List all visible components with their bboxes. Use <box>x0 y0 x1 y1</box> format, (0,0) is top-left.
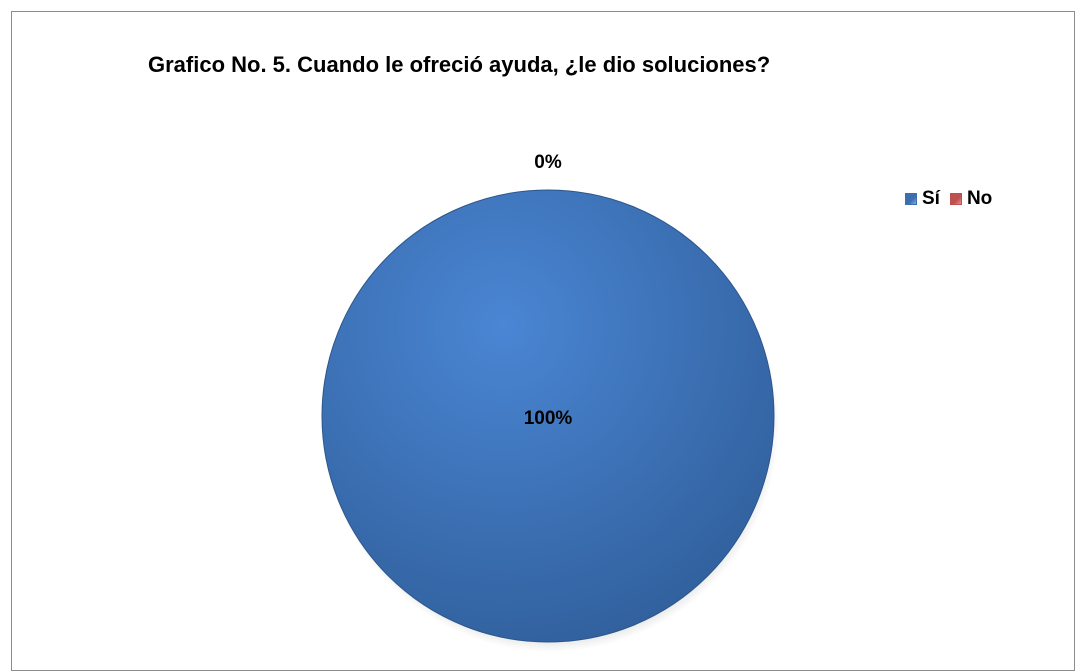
legend-label-no: No <box>966 188 993 209</box>
legend-label-si: Sí <box>922 188 940 209</box>
legend-item-si: Sí <box>905 188 940 210</box>
legend-swatch-si <box>905 193 917 205</box>
data-label-no: 0% <box>534 152 562 173</box>
chart-legend: Sí No <box>905 188 1002 210</box>
chart-title: Grafico No. 5. Cuando le ofreció ayuda, … <box>148 52 771 77</box>
legend-item-no: No <box>949 188 993 210</box>
pie-slice-s <box>321 189 775 643</box>
data-label-s: 100% <box>524 408 573 429</box>
legend-swatch-no <box>949 193 962 205</box>
